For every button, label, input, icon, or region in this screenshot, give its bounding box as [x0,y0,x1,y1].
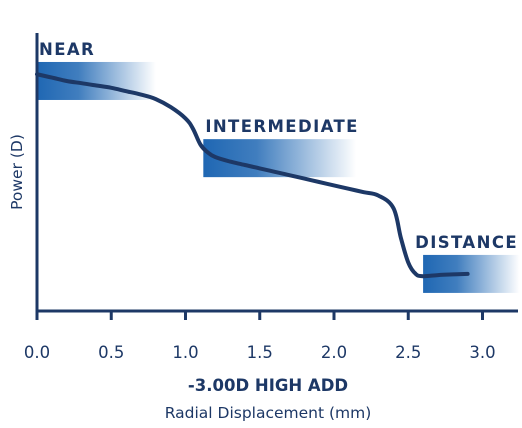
x-axis-tick-labels: 0.0 0.5 1.0 1.5 2.0 2.5 3.0 [24,343,496,362]
x-tick-label-2: 1.0 [172,343,198,362]
x-tick-label-6: 3.0 [469,343,495,362]
x-axis-title: Radial Displacement (mm) [165,404,372,422]
zone-labels: NEAR INTERMEDIATE DISTANCE [39,40,518,252]
x-tick-label-3: 1.5 [247,343,273,362]
zone-label-distance: DISTANCE [415,233,518,252]
power-curve-series [35,72,470,279]
x-tick-label-1: 0.5 [98,343,124,362]
zone-bands [37,61,520,293]
zone-band-intermediate [203,139,357,178]
x-tick-label-0: 0.0 [24,343,50,362]
zone-label-near: NEAR [39,40,95,59]
chart-subtitle: -3.00D HIGH ADD [188,376,348,395]
x-tick-label-5: 2.5 [395,343,421,362]
y-axis-title: Power (D) [8,134,26,210]
zone-label-intermediate: INTERMEDIATE [205,117,359,136]
x-axis-ticks [35,311,484,320]
x-tick-label-4: 2.0 [321,343,347,362]
axes [35,33,518,313]
